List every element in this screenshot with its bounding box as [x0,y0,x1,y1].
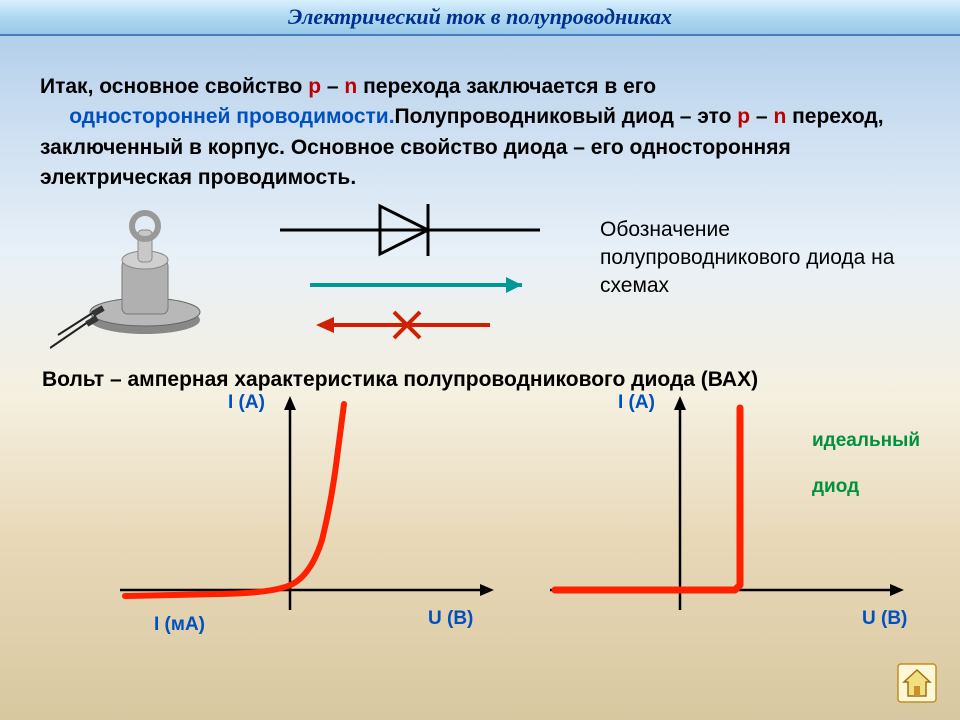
chart-ideal-svg [540,390,940,640]
axis-u-b-right: U (B) [862,608,907,630]
vax-title-text: Вольт – амперная характеристика полупров… [42,368,758,391]
p1-lead: Итак, основное свойство [40,75,308,98]
chart-real: I (A) I (мА) U (B) [110,390,510,640]
p1-rest: перехода заключается в его [357,75,656,98]
axis-i-a-right: I (A) [618,392,655,414]
p2-after: Полупроводниковый диод – это [395,105,738,128]
diode-photo [50,200,220,350]
chart-ideal: I (A) U (B) идеальный диод [540,390,940,640]
p2-blue: односторонней проводимости. [69,105,394,128]
home-icon[interactable] [896,662,938,704]
chart-real-svg [110,390,510,640]
p2-p: p [737,105,750,128]
paragraph-1: Итак, основное свойство p – n перехода з… [40,72,920,194]
symbol-caption: Обозначение полупроводникового диода на … [600,216,930,301]
p1-p: p [308,75,321,98]
charts: I (A) I (мА) U (B) I (A) U (B) идеальный… [40,390,920,650]
axis-u-b-left: U (B) [428,608,473,630]
ideal-label-1: идеальный [812,430,920,452]
diagram-area: Обозначение полупроводникового диода на … [40,200,920,360]
p2-dash: – [750,105,773,128]
content: Итак, основное свойство p – n перехода з… [0,36,960,650]
axis-i-ma: I (мА) [154,614,205,636]
ideal-label-2: диод [812,476,859,498]
p2-n: n [773,105,786,128]
title-bar: Электрический ток в полупроводниках [0,0,960,36]
p1-n: n [344,75,357,98]
axis-i-a-left: I (A) [228,392,265,414]
p1-dash: – [321,75,344,98]
diode-symbol [270,190,550,360]
page-title: Электрический ток в полупроводниках [288,4,672,29]
